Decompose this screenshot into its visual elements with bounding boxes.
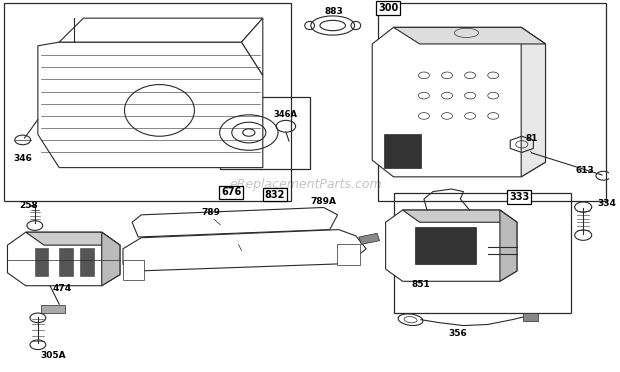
Text: 258: 258	[20, 201, 38, 210]
Polygon shape	[372, 28, 546, 177]
Text: 676: 676	[221, 187, 241, 197]
Text: eReplacementParts.com: eReplacementParts.com	[229, 178, 382, 191]
Text: 789A: 789A	[311, 197, 337, 206]
Text: 300: 300	[378, 3, 398, 13]
Text: 356: 356	[448, 329, 467, 338]
Text: 851: 851	[412, 280, 430, 289]
Text: 789: 789	[202, 208, 221, 217]
Polygon shape	[59, 18, 263, 42]
Bar	[4, 3, 291, 201]
Bar	[384, 134, 421, 168]
Polygon shape	[242, 18, 263, 76]
Bar	[523, 313, 538, 321]
Text: 883: 883	[324, 7, 343, 16]
Bar	[123, 260, 144, 280]
Polygon shape	[123, 230, 366, 271]
Text: 832: 832	[265, 190, 285, 199]
Polygon shape	[500, 210, 517, 281]
Polygon shape	[38, 42, 263, 168]
Bar	[394, 193, 571, 312]
Polygon shape	[102, 232, 120, 286]
Polygon shape	[394, 28, 546, 44]
Polygon shape	[521, 28, 546, 177]
Text: 81: 81	[525, 134, 538, 143]
Bar	[41, 305, 65, 313]
Bar	[81, 248, 94, 276]
Bar	[35, 248, 48, 276]
Text: 305A: 305A	[40, 351, 66, 360]
Bar	[378, 3, 606, 201]
Polygon shape	[7, 232, 120, 286]
Text: 613: 613	[575, 166, 595, 175]
Bar	[59, 248, 73, 276]
Text: 333: 333	[509, 192, 529, 202]
Text: 474: 474	[53, 284, 72, 293]
Bar	[337, 244, 360, 265]
Bar	[181, 48, 239, 72]
Polygon shape	[359, 233, 379, 244]
Polygon shape	[132, 208, 337, 237]
Polygon shape	[402, 210, 517, 222]
Polygon shape	[25, 232, 120, 245]
Text: 334: 334	[597, 199, 616, 208]
Text: 346: 346	[13, 154, 32, 163]
Text: 346A: 346A	[274, 110, 298, 119]
Polygon shape	[386, 210, 517, 281]
Bar	[220, 97, 310, 170]
Bar	[415, 227, 476, 264]
